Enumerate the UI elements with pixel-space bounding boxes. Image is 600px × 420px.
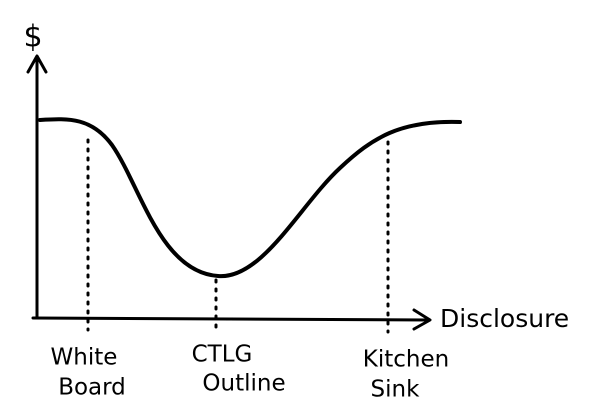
x-axis: [33, 318, 428, 320]
marker-label: White: [51, 345, 118, 371]
marker-label: Outline: [202, 371, 285, 397]
x-axis-label: Disclosure: [440, 304, 569, 333]
marker-label: CTLG: [192, 342, 253, 368]
marker-label: Kitchen: [363, 347, 449, 373]
marker-label: Sink: [371, 377, 421, 403]
y-axis-label: $: [23, 20, 42, 55]
marker-label: Board: [58, 375, 126, 401]
diagram: $ Disclosure White Board CTLG Outline Ki…: [0, 0, 600, 420]
